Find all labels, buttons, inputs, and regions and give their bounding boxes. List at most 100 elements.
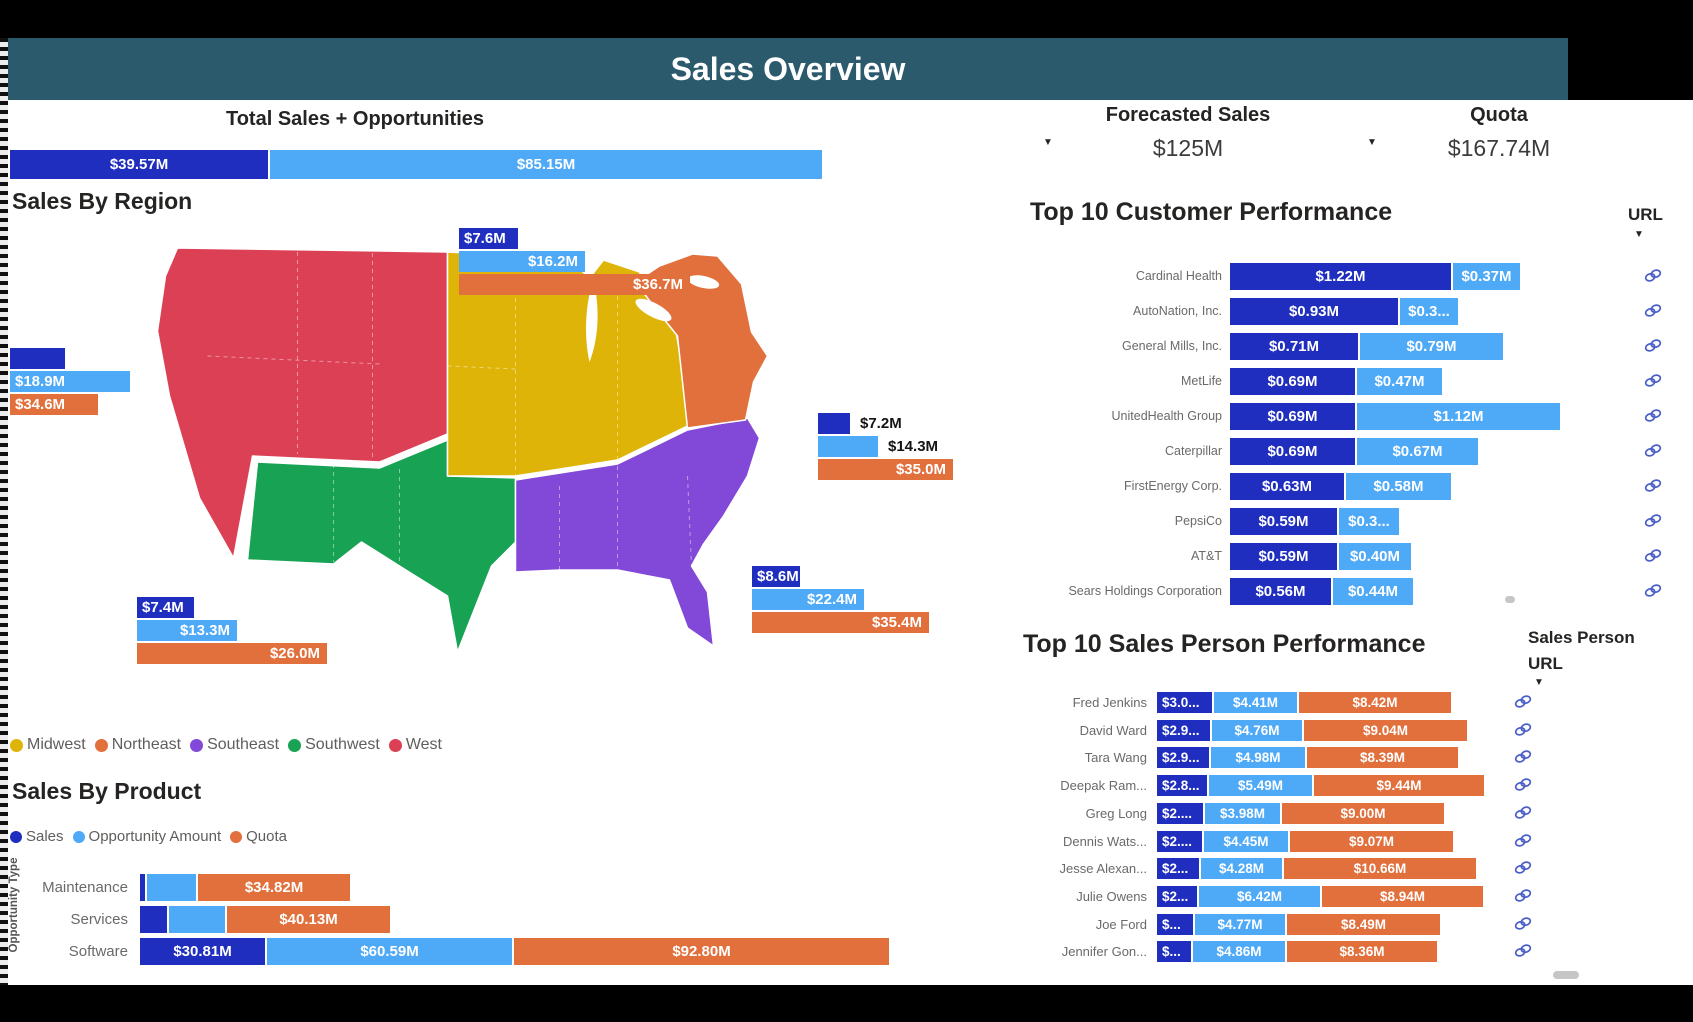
bar-segment-navy[interactable]: $2.9... (1157, 720, 1210, 741)
bar-segment-navy[interactable] (140, 906, 167, 933)
bar-segment-blue[interactable]: $0.47M (1357, 368, 1442, 395)
bar-segment-navy[interactable]: $2... (1157, 886, 1197, 907)
bar-segment-navy[interactable]: $2.8... (1157, 775, 1207, 796)
legend-item[interactable]: West (388, 736, 442, 754)
bar-segment-blue[interactable]: $0.67M (1357, 438, 1478, 465)
bar-segment-navy[interactable] (818, 413, 850, 434)
link-chain-icon[interactable] (1644, 443, 1662, 463)
link-chain-icon[interactable] (1644, 373, 1662, 393)
forecasted-dropdown-arrow-icon[interactable]: ▼ (1043, 137, 1053, 148)
bar-segment-orange[interactable]: $92.80M (514, 938, 889, 965)
bar-segment-blue[interactable]: $0.40M (1339, 543, 1411, 570)
bar-segment-navy[interactable] (10, 348, 65, 369)
legend-item[interactable]: Southwest (288, 736, 380, 754)
bar-segment-blue[interactable]: $0.3... (1400, 298, 1458, 325)
bar-segment-blue[interactable] (818, 436, 878, 457)
bar-segment-orange[interactable]: $34.82M (198, 874, 350, 901)
bar-segment-orange[interactable]: $8.94M (1322, 886, 1483, 907)
bar-segment-navy[interactable]: $7.4M (137, 597, 194, 618)
bar-segment-navy[interactable]: $8.6M (752, 566, 800, 587)
bar-segment-navy[interactable]: $... (1157, 914, 1193, 935)
bar-segment-blue[interactable]: $4.76M (1212, 720, 1302, 741)
bar-segment-orange[interactable]: $8.39M (1307, 747, 1458, 768)
bar-segment-blue[interactable]: $3.98M (1205, 803, 1280, 824)
bar-segment-blue[interactable]: $60.59M (267, 938, 512, 965)
link-chain-icon[interactable] (1514, 916, 1532, 936)
legend-item[interactable]: Midwest (10, 736, 86, 754)
link-chain-icon[interactable] (1514, 777, 1532, 797)
bar-segment-blue[interactable]: $4.86M (1193, 941, 1285, 962)
bar-segment-blue[interactable]: $6.42M (1199, 886, 1320, 907)
bar-segment-blue[interactable]: $4.77M (1195, 914, 1285, 935)
bar-segment-orange[interactable]: $8.49M (1287, 914, 1440, 935)
bar-segment-blue[interactable]: $0.79M (1360, 333, 1503, 360)
bar-segment-blue[interactable]: $0.37M (1453, 263, 1520, 290)
bar-segment-blue[interactable] (169, 906, 225, 933)
bar-segment-blue[interactable] (147, 874, 196, 901)
link-chain-icon[interactable] (1514, 694, 1532, 714)
bar-segment-navy[interactable]: $2.9... (1157, 747, 1209, 768)
link-chain-icon[interactable] (1644, 408, 1662, 428)
salesperson-url-dropdown-arrow-icon[interactable]: ▼ (1534, 677, 1544, 688)
bar-segment-blue[interactable]: $4.45M (1204, 831, 1288, 852)
bar-segment-blue[interactable]: $4.28M (1201, 858, 1282, 879)
bar-segment-navy[interactable]: $0.59M (1230, 543, 1337, 570)
bar-segment-orange[interactable]: $36.7M (459, 274, 690, 295)
bar-segment-navy[interactable]: $0.71M (1230, 333, 1358, 360)
link-chain-icon[interactable] (1644, 268, 1662, 288)
bar-segment-navy[interactable]: $0.93M (1230, 298, 1398, 325)
link-chain-icon[interactable] (1514, 888, 1532, 908)
bar-segment-blue[interactable]: $1.12M (1357, 403, 1560, 430)
link-chain-icon[interactable] (1514, 943, 1532, 963)
link-chain-icon[interactable] (1644, 513, 1662, 533)
bar-segment-orange[interactable]: $9.44M (1314, 775, 1484, 796)
legend-item[interactable]: Sales (10, 828, 64, 845)
bar-segment-navy[interactable]: $1.22M (1230, 263, 1451, 290)
link-chain-icon[interactable] (1514, 860, 1532, 880)
bar-segment-orange[interactable]: $9.00M (1282, 803, 1444, 824)
link-chain-icon[interactable] (1644, 303, 1662, 323)
link-chain-icon[interactable] (1644, 548, 1662, 568)
link-chain-icon[interactable] (1644, 583, 1662, 603)
bar-segment-orange[interactable]: $35.4M (752, 612, 929, 633)
bar-segment-navy[interactable]: $0.69M (1230, 403, 1355, 430)
bar-segment-blue[interactable]: $18.9M (10, 371, 130, 392)
bar-segment-navy[interactable] (140, 874, 145, 901)
bar-segment-navy[interactable]: $3.0... (1157, 692, 1212, 713)
bar-segment-navy[interactable]: $30.81M (140, 938, 265, 965)
bar-segment-navy[interactable]: $0.59M (1230, 508, 1337, 535)
link-chain-icon[interactable] (1514, 749, 1532, 769)
bar-segment-navy[interactable]: $2.... (1157, 803, 1203, 824)
bar-segment-navy[interactable]: $0.56M (1230, 578, 1331, 605)
bar-segment-blue[interactable]: $22.4M (752, 589, 864, 610)
customer-url-dropdown-arrow-icon[interactable]: ▼ (1634, 229, 1644, 240)
legend-item[interactable]: Opportunity Amount (72, 828, 221, 845)
bar-segment-navy[interactable]: $39.57M (10, 150, 268, 179)
vertical-scrollbar-thumb[interactable] (1505, 596, 1515, 603)
bar-segment-blue[interactable]: $0.44M (1333, 578, 1413, 605)
bar-segment-orange[interactable]: $10.66M (1284, 858, 1476, 879)
bar-segment-navy[interactable]: $0.69M (1230, 368, 1355, 395)
bar-segment-orange[interactable]: $9.07M (1290, 831, 1453, 852)
bar-segment-orange[interactable]: $8.42M (1299, 692, 1451, 713)
quota-dropdown-arrow-icon[interactable]: ▼ (1367, 137, 1377, 148)
bar-segment-blue[interactable]: $4.98M (1211, 747, 1305, 768)
bar-segment-blue[interactable]: $4.41M (1214, 692, 1297, 713)
link-chain-icon[interactable] (1514, 722, 1532, 742)
bar-segment-navy[interactable]: $0.69M (1230, 438, 1355, 465)
horizontal-scrollbar-thumb[interactable] (1553, 971, 1579, 979)
legend-item[interactable]: Southeast (190, 736, 279, 754)
bar-segment-blue[interactable]: $0.3... (1339, 508, 1399, 535)
bar-segment-blue[interactable]: $85.15M (270, 150, 822, 179)
link-chain-icon[interactable] (1514, 833, 1532, 853)
link-chain-icon[interactable] (1644, 338, 1662, 358)
map-region-northeast[interactable] (634, 253, 769, 429)
bar-segment-orange[interactable]: $40.13M (227, 906, 390, 933)
bar-segment-blue[interactable]: $0.58M (1346, 473, 1451, 500)
bar-segment-blue[interactable]: $13.3M (137, 620, 237, 641)
bar-segment-orange[interactable]: $8.36M (1287, 941, 1437, 962)
link-chain-icon[interactable] (1514, 805, 1532, 825)
bar-segment-navy[interactable]: $7.6M (459, 228, 518, 249)
bar-segment-orange[interactable]: $34.6M (10, 394, 98, 415)
bar-segment-navy[interactable]: $2... (1157, 858, 1199, 879)
